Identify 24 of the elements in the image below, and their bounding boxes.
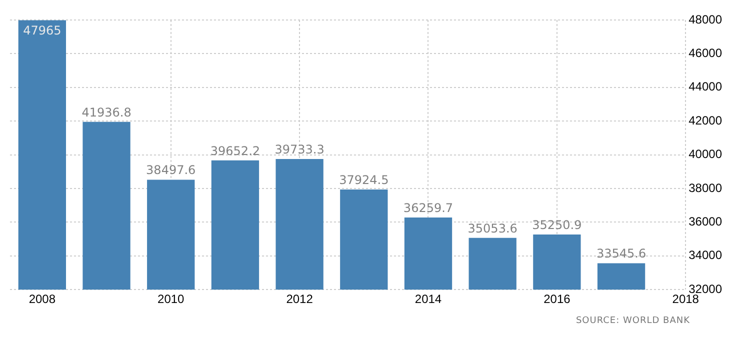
y-tick-label: 44000 bbox=[688, 80, 722, 94]
x-tick-label: 2010 bbox=[158, 292, 185, 306]
y-tick-label: 42000 bbox=[688, 113, 722, 128]
data-label: 47965 bbox=[23, 24, 62, 38]
y-tick-label: 38000 bbox=[688, 180, 722, 195]
x-tick-label: 2008 bbox=[28, 292, 56, 306]
data-label: 36259.7 bbox=[403, 200, 454, 215]
x-tick-label: 2012 bbox=[286, 292, 314, 306]
data-label: 39733.3 bbox=[274, 142, 324, 156]
y-tick-label: 34000 bbox=[688, 248, 722, 262]
source-note: SOURCE: WORLD BANK bbox=[576, 316, 690, 326]
data-label: 37924.5 bbox=[339, 172, 389, 187]
data-label: 41936.8 bbox=[82, 105, 132, 120]
y-tick-label: 48000 bbox=[688, 12, 722, 26]
x-tick-label: 2014 bbox=[414, 292, 442, 306]
data-label: 33545.6 bbox=[596, 246, 646, 261]
y-tick-label: 46000 bbox=[688, 46, 722, 60]
data-label: 35250.9 bbox=[532, 218, 582, 232]
x-tick-label: 2016 bbox=[544, 292, 571, 306]
data-label: 39652.2 bbox=[210, 144, 260, 158]
data-label: 38497.6 bbox=[146, 163, 196, 178]
y-tick-label: 36000 bbox=[688, 214, 722, 229]
data-label: 35053.6 bbox=[468, 221, 518, 236]
y-tick-label: 40000 bbox=[688, 147, 722, 162]
